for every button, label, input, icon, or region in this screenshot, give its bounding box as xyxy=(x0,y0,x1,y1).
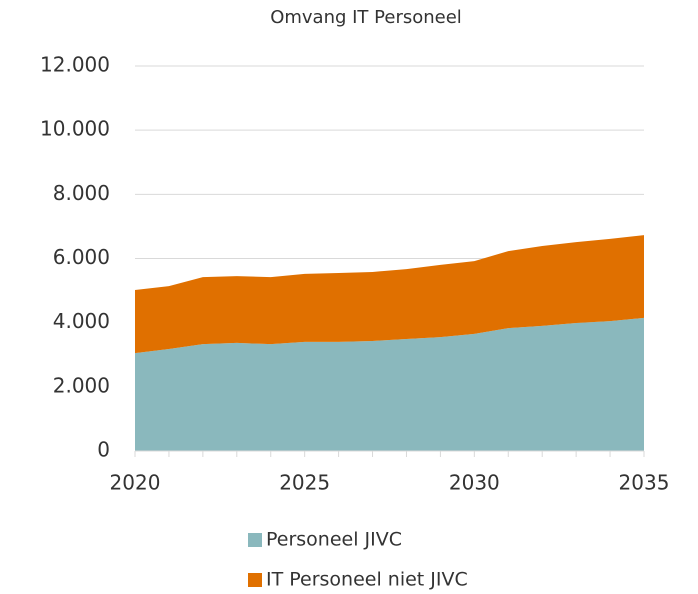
y-tick-label: 6.000 xyxy=(53,245,110,269)
y-tick-label: 4.000 xyxy=(53,309,110,333)
x-tick-label: 2030 xyxy=(449,471,500,495)
y-tick-label: 10.000 xyxy=(40,117,110,141)
legend-label: Personeel JIVC xyxy=(266,529,402,551)
legend-swatch xyxy=(248,533,262,547)
x-tick-label: 2020 xyxy=(110,471,161,495)
x-tick-label: 2035 xyxy=(619,471,670,495)
y-tick-label: 0 xyxy=(97,438,110,462)
area xyxy=(135,317,644,451)
legend-label: IT Personeel niet JIVC xyxy=(266,569,468,591)
y-tick-label: 8.000 xyxy=(53,181,110,205)
legend-swatch xyxy=(248,573,262,587)
chart-title: Omvang IT Personeel xyxy=(270,7,462,28)
y-tick-label: 2.000 xyxy=(53,373,110,397)
x-tick-label: 2025 xyxy=(279,471,330,495)
y-tick-label: 12.000 xyxy=(40,53,110,77)
area xyxy=(135,235,644,354)
